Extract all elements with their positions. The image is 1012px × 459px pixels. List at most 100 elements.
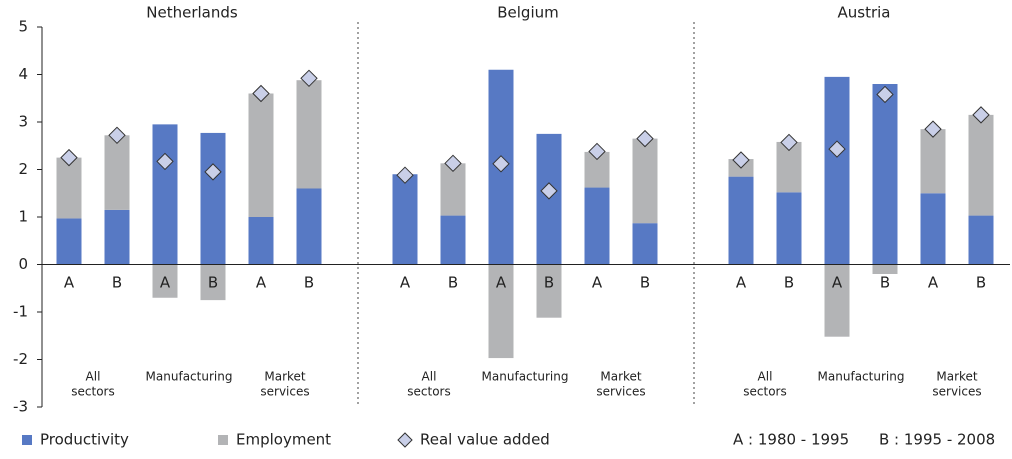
x-tick-label: B [448, 274, 458, 292]
bar-segment [392, 174, 418, 265]
legend-swatch [397, 432, 413, 448]
group-label: Market [600, 370, 642, 384]
panel-title: Belgium [497, 4, 559, 22]
x-tick-label: A [736, 274, 747, 292]
bar-segment [56, 157, 82, 219]
value-marker [924, 120, 942, 138]
bar-segment [536, 264, 562, 318]
x-tick-label: A [832, 274, 843, 292]
value-marker [492, 155, 510, 173]
value-marker [444, 154, 462, 173]
bar-segment [872, 84, 898, 265]
group-label: services [260, 385, 309, 399]
value-marker [636, 129, 654, 148]
x-tick-label: A [592, 274, 603, 292]
y-tick-label: 5 [18, 18, 28, 36]
bar-segment [968, 114, 994, 216]
bar-segment [104, 209, 130, 265]
y-tick-label: -1 [13, 303, 28, 321]
value-marker [204, 163, 222, 181]
y-tick-label: -2 [13, 350, 28, 368]
x-tick-label: A [160, 274, 171, 292]
bar-segment [248, 93, 274, 217]
group-label: services [932, 385, 981, 399]
bar-segment [920, 193, 946, 265]
value-marker [588, 142, 606, 161]
y-tick-label: -3 [13, 398, 28, 416]
legend-swatch [218, 435, 228, 445]
bar-segment [824, 76, 850, 265]
value-marker [732, 151, 750, 169]
legend-swatch [22, 435, 32, 445]
bar-segment [488, 264, 514, 359]
bar-segment [584, 187, 610, 265]
x-tick-label: B [640, 274, 650, 292]
group-label: sectors [743, 385, 786, 399]
x-tick-label: B [880, 274, 890, 292]
x-tick-label: B [304, 274, 314, 292]
x-tick-label: A [256, 274, 267, 292]
period-note: B : 1995 - 2008 [879, 431, 995, 449]
bar-segment [728, 176, 754, 265]
x-tick-label: B [784, 274, 794, 292]
value-marker [300, 69, 318, 88]
bar-segment [200, 132, 226, 265]
legend-label: Employment [236, 431, 331, 449]
x-tick-label: A [400, 274, 411, 292]
bar-segment [296, 188, 322, 265]
group-label: sectors [71, 385, 114, 399]
value-marker [780, 133, 798, 152]
legend-label: Real value added [420, 431, 550, 449]
legend-label: Productivity [40, 431, 129, 449]
value-marker [876, 85, 894, 104]
value-marker [60, 148, 78, 167]
panel-title: Netherlands [146, 4, 238, 22]
value-marker [156, 152, 174, 171]
bar-segment [248, 217, 274, 265]
bar-segment [920, 129, 946, 194]
bar-segment [872, 264, 898, 274]
panel-title: Austria [838, 4, 891, 22]
x-tick-label: B [112, 274, 122, 292]
bar-segment [56, 218, 82, 265]
x-tick-label: B [208, 274, 218, 292]
bar-segment [296, 80, 322, 189]
x-tick-label: B [976, 274, 986, 292]
y-tick-label: 0 [18, 255, 28, 273]
value-marker [828, 140, 846, 158]
value-marker [396, 166, 414, 184]
x-tick-label: B [544, 274, 554, 292]
group-label: All [86, 370, 101, 384]
group-label: sectors [407, 385, 450, 399]
value-marker [108, 126, 126, 145]
group-label: Market [264, 370, 306, 384]
group-label: All [422, 370, 437, 384]
group-label: services [596, 385, 645, 399]
bar-segment [632, 223, 658, 265]
group-label: Manufacturing [818, 370, 905, 384]
y-tick-label: 4 [18, 65, 28, 83]
bar-segment [824, 264, 850, 337]
group-label: Manufacturing [146, 370, 233, 384]
bar-segment [632, 138, 658, 224]
group-label: Market [936, 370, 978, 384]
group-label: Manufacturing [482, 370, 569, 384]
x-tick-label: A [64, 274, 75, 292]
bar-segment [152, 264, 178, 298]
bar-segment [776, 192, 802, 265]
bar-segment [152, 124, 178, 265]
period-note: A : 1980 - 1995 [733, 431, 849, 449]
value-marker [540, 182, 558, 200]
bar-segment [968, 215, 994, 265]
x-tick-label: A [928, 274, 939, 292]
x-tick-label: A [496, 274, 507, 292]
value-marker [972, 106, 990, 124]
y-tick-label: 1 [18, 208, 28, 226]
y-tick-label: 2 [18, 160, 28, 178]
bar-segment [440, 215, 466, 265]
bar-segment [104, 135, 130, 210]
y-tick-label: 3 [18, 113, 28, 131]
bar-segment [200, 264, 226, 301]
value-marker [252, 84, 270, 103]
